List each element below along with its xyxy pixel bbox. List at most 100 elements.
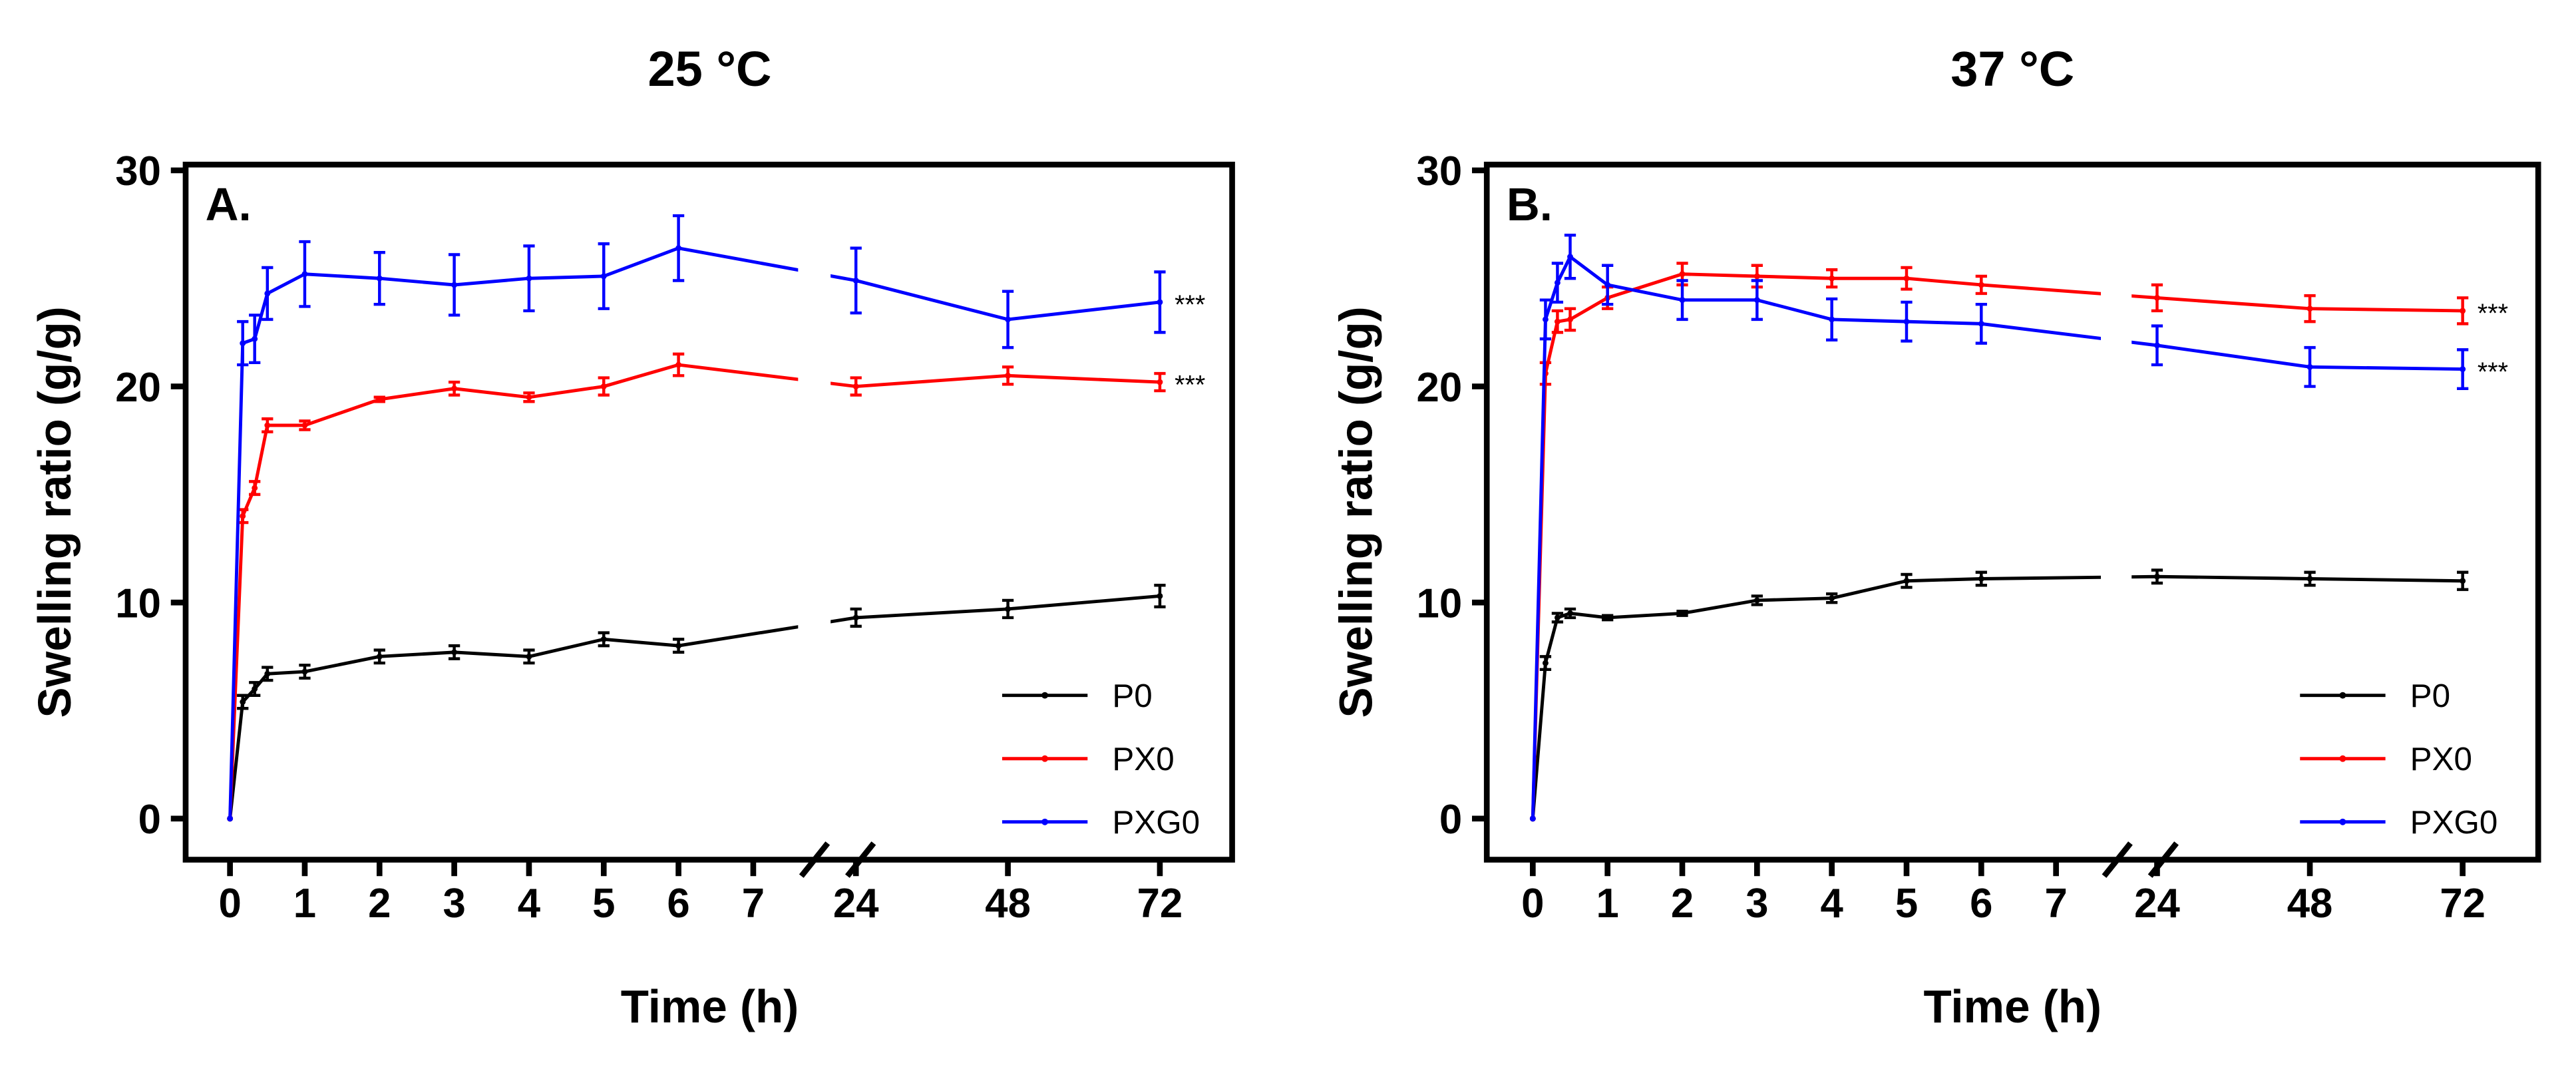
x-tick-label: 48 <box>2287 881 2333 927</box>
y-tick-label: 0 <box>138 797 161 843</box>
x-tick-label: 5 <box>592 881 615 927</box>
plot-frame <box>1483 161 2541 863</box>
data-point <box>1604 614 1611 621</box>
series-pxg0: *** <box>227 214 1205 822</box>
data-point <box>451 385 458 392</box>
legend-item-px0: PX0 <box>1002 741 1175 777</box>
axis-break-mark <box>799 841 830 878</box>
series-line <box>228 363 1161 819</box>
data-point <box>2154 295 2160 301</box>
significance-label: *** <box>2478 299 2508 328</box>
data-point <box>376 653 383 660</box>
data-point <box>1554 318 1561 325</box>
y-tick-label: 20 <box>115 365 161 411</box>
data-point <box>264 422 271 429</box>
data-point <box>2460 578 2466 584</box>
legend-item-p0: P0 <box>1002 678 1153 714</box>
data-point <box>675 245 682 252</box>
data-point <box>526 394 532 401</box>
data-point <box>1529 815 1536 822</box>
y-tick-label: 10 <box>1417 580 1463 626</box>
data-point <box>1679 610 1686 616</box>
legend-label: PX0 <box>1112 741 1174 777</box>
data-point <box>1679 297 1686 304</box>
data-point <box>252 335 258 342</box>
x-tick-label: 24 <box>2134 881 2180 927</box>
significance-label: *** <box>1175 370 1205 399</box>
data-point <box>1679 271 1686 278</box>
x-tick-label: 7 <box>742 881 765 927</box>
axis-break-gap <box>798 169 831 855</box>
legend-marker <box>2339 818 2346 825</box>
x-tick-label: 7 <box>2044 881 2067 927</box>
data-point <box>1978 576 1984 582</box>
data-point <box>1005 316 1012 323</box>
panel-a: 25 °C *** *** A. 0 10 20 30 0 1 2 3 4 5 6 7 24 48 72 Time (… <box>29 41 1235 1032</box>
data-point <box>301 422 308 429</box>
panel-b: 37 °C *** *** B. 0 10 20 30 0 1 2 3 4 5 6 7 24 48 72 Time (… <box>1330 41 2541 1032</box>
data-point <box>1903 578 1910 584</box>
legend: P0 PX0 PXG0 <box>1002 678 1200 841</box>
x-tick-label: 3 <box>443 881 465 927</box>
y-axis-label: Swelling ratio (g/g) <box>29 306 81 718</box>
data-point <box>1542 660 1549 666</box>
data-point <box>1542 316 1549 323</box>
x-tick-label: 4 <box>518 881 540 927</box>
series-p0 <box>1529 568 2469 822</box>
data-point <box>2154 342 2160 349</box>
x-axis-label: Time (h) <box>621 980 799 1032</box>
data-point <box>1978 282 1984 288</box>
data-point <box>1829 275 1835 282</box>
data-point <box>1903 318 1910 325</box>
panel-label: A. <box>206 178 252 230</box>
series-line <box>1531 272 2463 819</box>
x-tick-label: 6 <box>1970 881 1992 927</box>
data-point <box>252 485 258 491</box>
data-point <box>1604 282 1611 288</box>
series-p0 <box>227 583 1166 822</box>
axis-break-mark <box>2102 841 2133 878</box>
data-point <box>264 290 271 297</box>
y-tick-label: 10 <box>115 580 161 626</box>
data-point <box>1157 299 1163 306</box>
x-axis-label: Time (h) <box>1923 980 2102 1032</box>
data-point <box>2154 573 2160 580</box>
x-tick-label: 6 <box>667 881 689 927</box>
data-point <box>675 642 682 649</box>
series-px0: *** <box>1529 262 2508 822</box>
data-point <box>1554 280 1561 286</box>
y-tick-label: 0 <box>1439 797 1462 843</box>
axis-break-mark <box>845 841 876 878</box>
x-tick-label: 48 <box>985 881 1031 927</box>
x-tick-label: 0 <box>1521 881 1544 927</box>
legend-label: PX0 <box>2410 741 2472 777</box>
legend-label: P0 <box>2410 678 2450 714</box>
legend-marker <box>2339 755 2346 762</box>
axis-break-gap <box>2101 169 2132 855</box>
chart-title: 37 °C <box>1950 41 2074 97</box>
x-tick-label: 4 <box>1820 881 1843 927</box>
y-tick-label: 20 <box>1417 365 1463 411</box>
series-px0: *** <box>227 352 1205 822</box>
data-point <box>252 686 258 692</box>
data-point <box>1554 614 1561 621</box>
data-point <box>1005 606 1012 612</box>
data-point <box>451 282 458 288</box>
x-tick-label: 0 <box>218 881 241 927</box>
data-point <box>301 271 308 278</box>
legend-item-p0: P0 <box>2300 678 2450 714</box>
legend-item-pxg0: PXG0 <box>2300 804 2497 841</box>
y-tick-label: 30 <box>115 148 161 194</box>
data-point <box>1567 610 1573 616</box>
data-point <box>264 670 271 677</box>
legend-marker <box>1041 755 1049 762</box>
significance-label: *** <box>1175 290 1205 320</box>
x-tick-label: 3 <box>1746 881 1768 927</box>
data-point <box>852 614 859 621</box>
data-point <box>1753 597 1760 604</box>
x-tick-label: 1 <box>1596 881 1619 927</box>
data-point <box>2306 306 2313 312</box>
data-point <box>2306 363 2313 370</box>
x-tick-label: 24 <box>833 881 879 927</box>
